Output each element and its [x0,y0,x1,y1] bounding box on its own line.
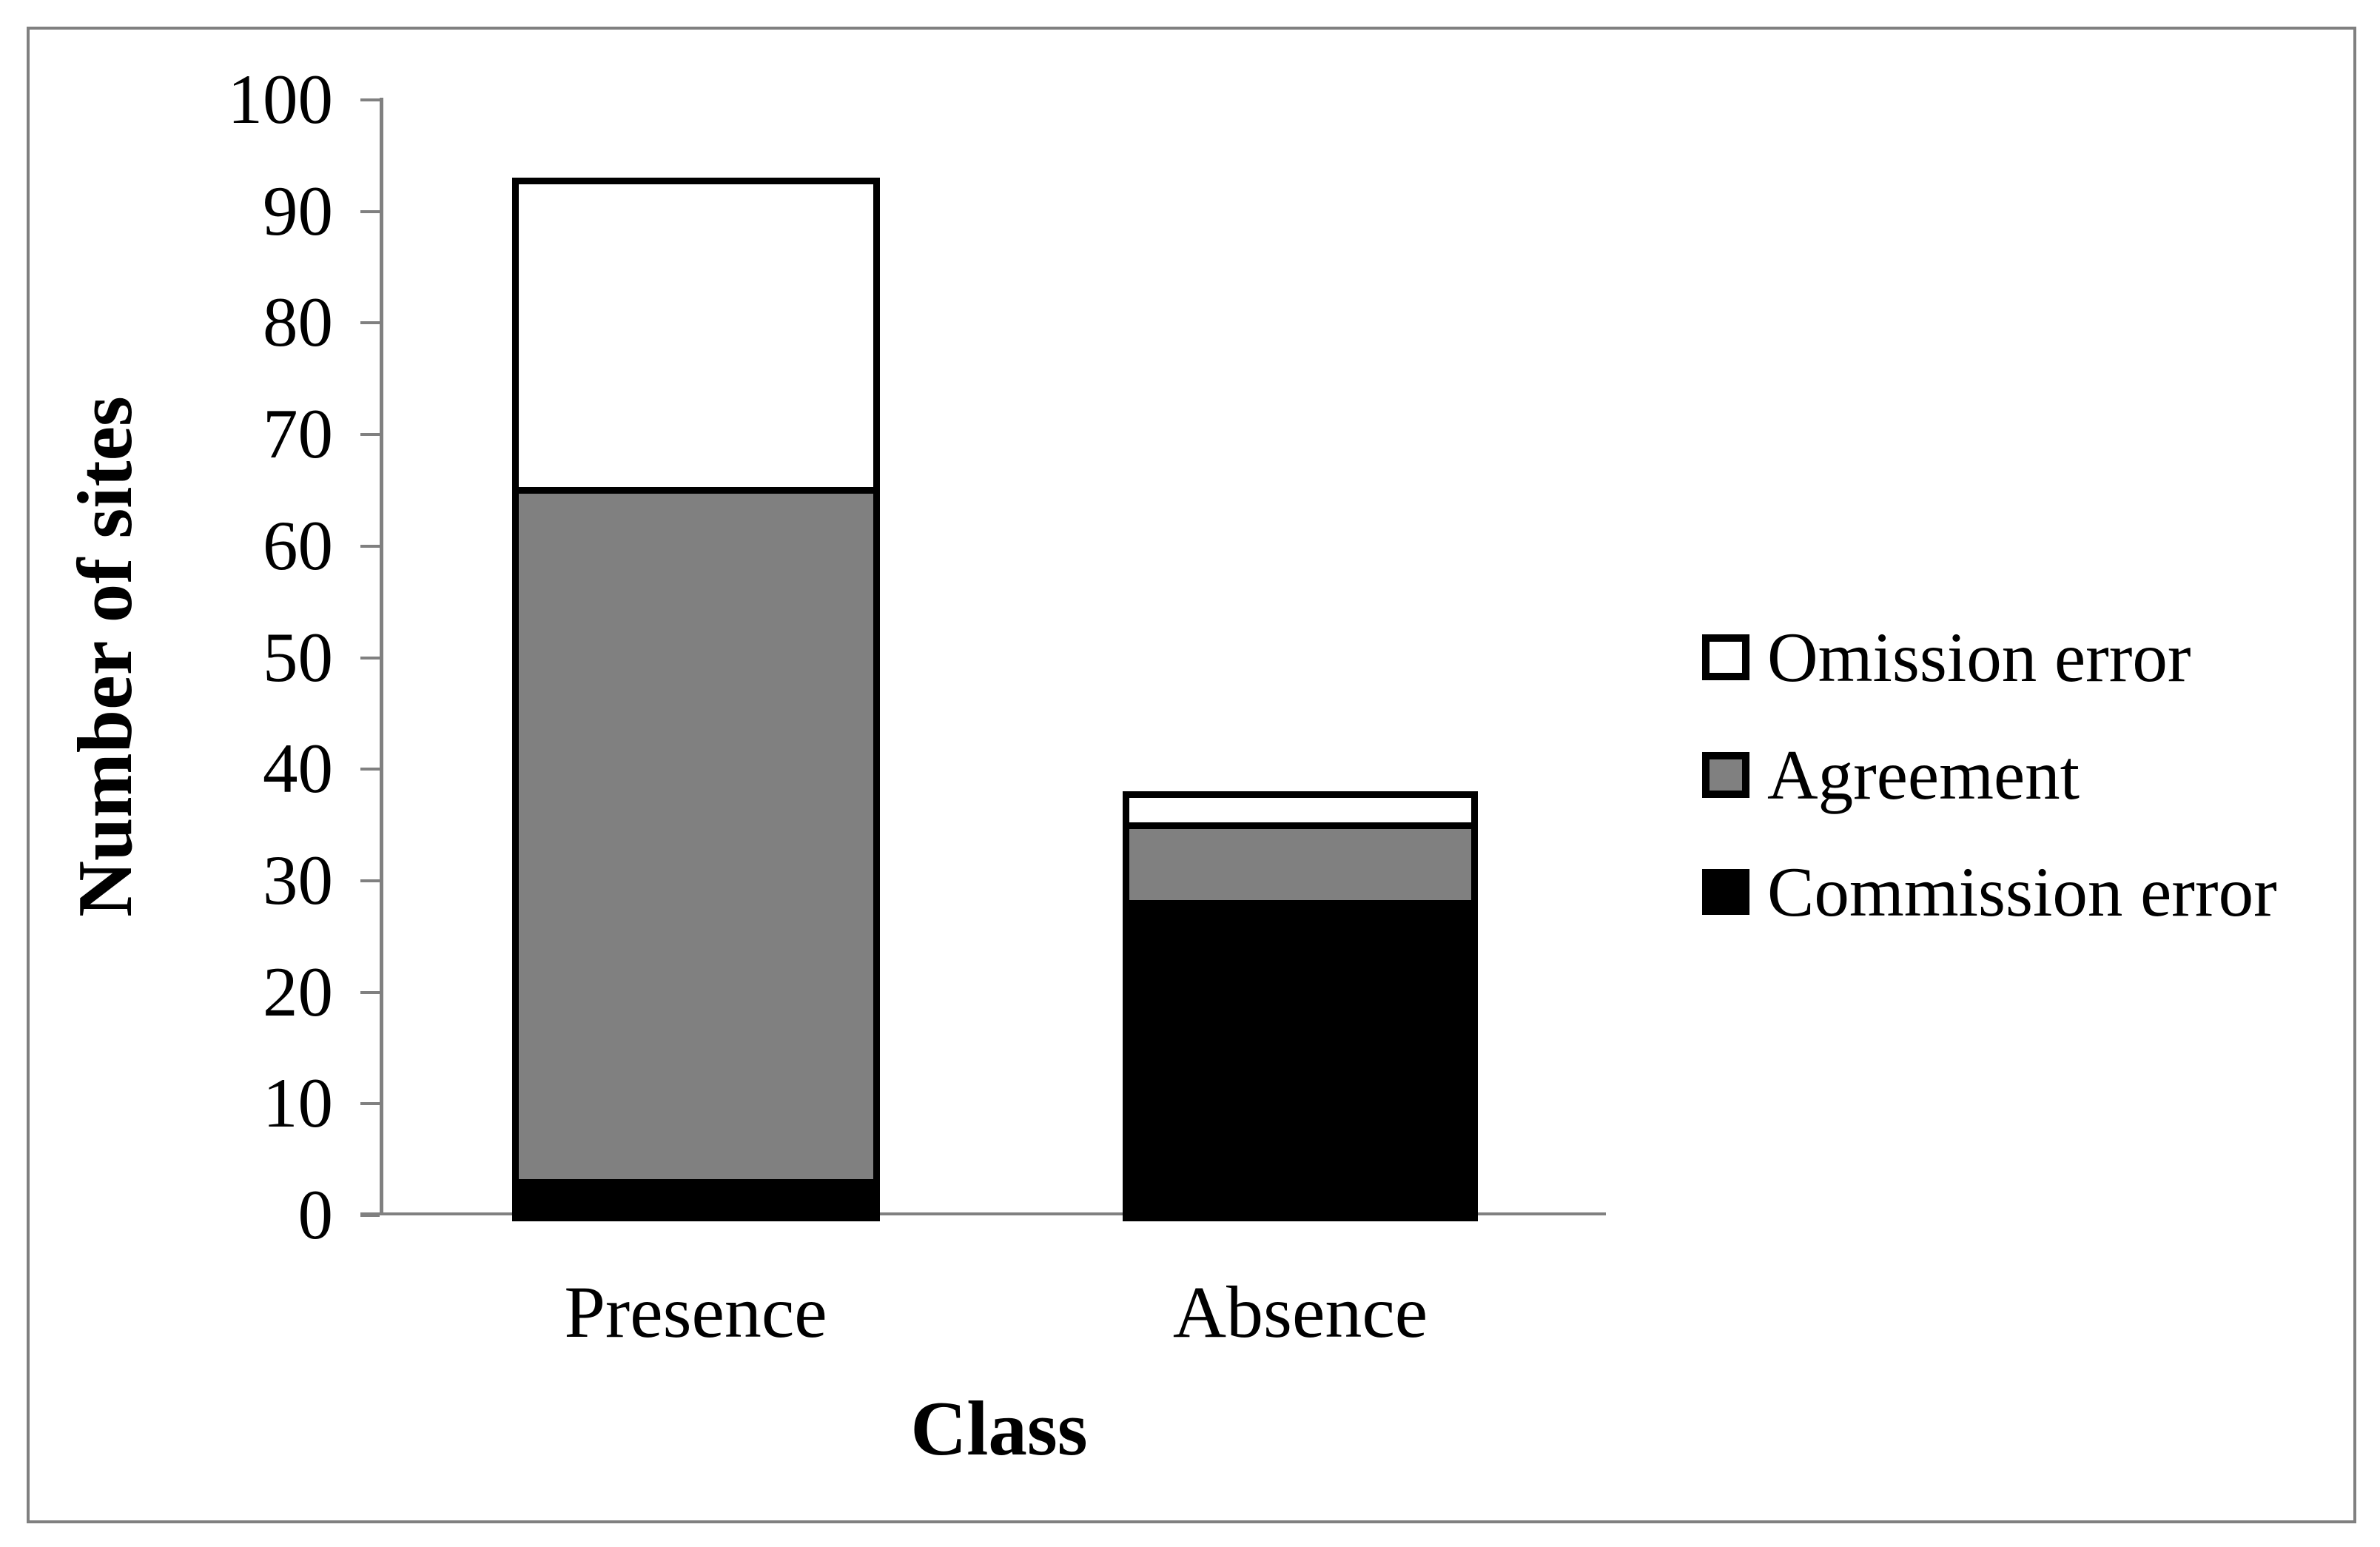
x-axis-title: Class [910,1385,1088,1472]
bar-segment-commission-error-absence [1123,903,1478,1215]
x-axis-line [360,1212,1606,1215]
y-tick-mark [360,321,380,325]
y-tick-mark [360,879,380,882]
x-tick-label-absence: Absence [1172,1271,1428,1353]
figure-border [27,27,2356,1523]
y-tick-label: 40 [263,729,333,808]
y-axis-line [380,98,383,1215]
y-tick-label: 0 [298,1175,334,1254]
bar-outline-absence [1123,791,1478,1221]
y-tick-mark [360,98,380,101]
bar-segment-commission-error-presence [512,1181,880,1215]
y-tick-mark [360,544,380,548]
bar-segment-separator [512,487,880,494]
legend-label-agreement: Agreement [1767,736,2080,814]
bar-segment-separator [1123,822,1478,829]
y-tick-mark [360,1102,380,1106]
x-tick-label-presence: Presence [564,1271,827,1353]
y-tick-label: 30 [263,840,333,919]
bar-segment-agreement-presence [512,490,880,1182]
bar-segment-omission-error-presence [512,178,880,491]
y-tick-label: 70 [263,395,333,474]
bar-segment-agreement-absence [1123,825,1478,904]
y-tick-mark [360,990,380,994]
y-axis-title: Number of sites [61,396,148,917]
y-tick-label: 20 [263,952,333,1031]
legend-label-omission-error: Omission error [1767,618,2191,697]
legend-swatch-omission-error [1702,634,1749,680]
y-tick-mark [360,768,380,771]
y-tick-label: 90 [263,171,333,250]
y-tick-label: 60 [263,506,333,585]
y-tick-mark [360,209,380,213]
legend-label-commission-error: Commission error [1767,853,2277,931]
y-tick-mark [360,1214,380,1217]
legend-swatch-agreement [1702,752,1749,798]
y-tick-mark [360,656,380,660]
bar-segment-separator [1123,900,1478,907]
legend-swatch-commission-error [1702,869,1749,915]
y-tick-mark [360,433,380,437]
y-tick-label: 100 [227,60,334,138]
y-tick-label: 80 [263,283,333,362]
y-tick-label: 50 [263,617,333,697]
y-tick-label: 10 [263,1064,333,1143]
bar-segment-separator [512,1178,880,1186]
bar-outline-presence [512,178,880,1221]
